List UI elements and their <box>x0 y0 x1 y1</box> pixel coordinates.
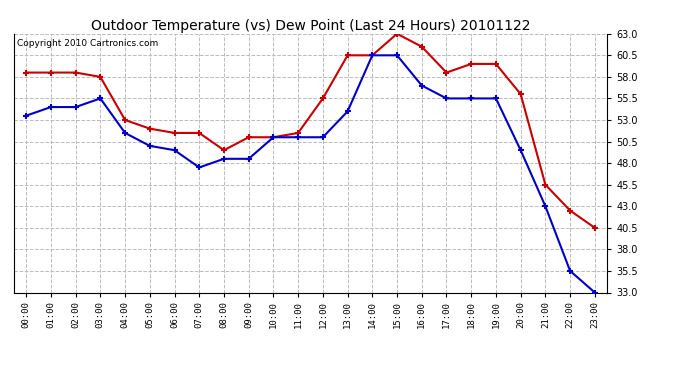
Title: Outdoor Temperature (vs) Dew Point (Last 24 Hours) 20101122: Outdoor Temperature (vs) Dew Point (Last… <box>91 19 530 33</box>
Text: Copyright 2010 Cartronics.com: Copyright 2010 Cartronics.com <box>17 39 158 48</box>
